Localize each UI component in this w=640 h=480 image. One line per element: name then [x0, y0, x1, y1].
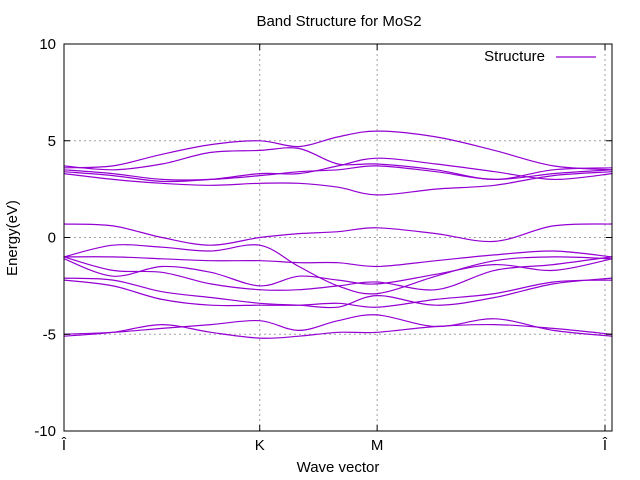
chart-title: Band Structure for MoS2	[256, 13, 421, 30]
legend-label: Structure	[484, 48, 545, 65]
y-tick-label: 5	[48, 133, 56, 150]
x-axis-label: Wave vector	[297, 459, 380, 476]
band-line-13	[63, 147, 613, 180]
band-line-2	[63, 314, 613, 337]
band-line-4	[63, 279, 613, 308]
band-line-8	[63, 244, 613, 295]
y-tick-label: 0	[48, 230, 56, 247]
x-tick-label: K	[255, 437, 265, 454]
band-line-10	[63, 171, 613, 196]
y-axis-label: Energy(eV)	[4, 200, 21, 276]
x-tick-label: M	[371, 437, 384, 454]
y-tick-label: -10	[34, 423, 56, 440]
band-line-3	[63, 277, 613, 309]
x-tick-label: Î	[61, 437, 67, 454]
band-line-1	[63, 323, 613, 339]
y-tick-label: -5	[43, 326, 56, 343]
axis-ticks: 10 5 0 -5 -10 Î K M Î	[34, 36, 612, 454]
y-tick-label: 10	[39, 36, 56, 53]
grid-lines	[64, 44, 612, 431]
band-line-9	[63, 223, 613, 246]
x-tick-label: Î	[602, 437, 608, 454]
band-lines	[63, 130, 613, 339]
legend: Structure	[484, 48, 596, 65]
band-line-7	[63, 250, 613, 268]
band-line-14	[63, 130, 613, 171]
band-line-5	[63, 256, 613, 291]
